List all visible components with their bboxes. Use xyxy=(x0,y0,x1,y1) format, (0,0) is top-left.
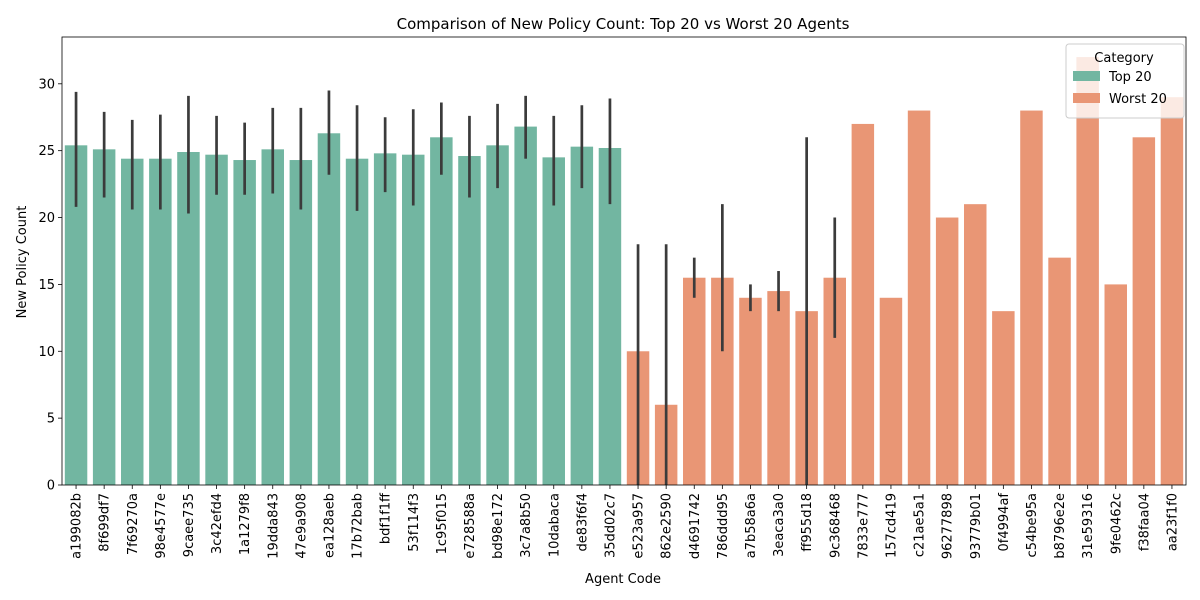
bar-bdf1f1ff xyxy=(373,153,397,486)
x-tick-label: 3c42efd4 xyxy=(210,493,225,554)
x-tick-label: 9fe0462c xyxy=(1109,493,1124,554)
bars-layer xyxy=(64,57,1184,486)
bar-d4691742 xyxy=(683,277,706,485)
x-tick-label: 9c368468 xyxy=(828,493,843,558)
bar-0f4994af xyxy=(992,311,1015,485)
bar-bd98e172 xyxy=(486,145,509,485)
x-tick-label: de83f6f4 xyxy=(575,493,590,552)
bar-c54be95a xyxy=(1020,110,1043,485)
legend: Category Top 20 Worst 20 xyxy=(1065,43,1185,119)
legend-label-worst-20: Worst 20 xyxy=(1109,92,1167,107)
x-tick-label: 1a1279f8 xyxy=(238,493,253,555)
x-tick-label: c21ae5a1 xyxy=(913,493,928,557)
y-tick-label: 10 xyxy=(38,345,55,360)
bar-aa23f1f0 xyxy=(1160,97,1184,485)
y-tick-label: 25 xyxy=(38,144,55,159)
x-tick-label: 157cd419 xyxy=(884,493,899,558)
bar-8f699df7 xyxy=(92,149,116,485)
x-tick-label: 47e9a908 xyxy=(294,493,309,559)
bar-a199082b xyxy=(64,145,88,485)
x-axis-label: Agent Code xyxy=(585,572,661,587)
legend-label-top-20: Top 20 xyxy=(1108,70,1152,85)
y-axis-label: New Policy Count xyxy=(15,206,30,319)
y-tick-label: 15 xyxy=(38,278,55,293)
bar-3eaca3a0 xyxy=(767,291,790,485)
bar-3c42efd4 xyxy=(205,154,228,485)
x-tick-label: 35dd02c7 xyxy=(603,493,618,558)
x-tick-label: 19dda843 xyxy=(266,493,281,559)
y-tick-label: 30 xyxy=(38,77,55,92)
bar-53f114f3 xyxy=(402,154,425,485)
x-tick-label: bd98e172 xyxy=(491,493,506,559)
x-tick-label: 93779b01 xyxy=(969,493,984,559)
bar-47e9a908 xyxy=(289,160,313,485)
x-tick-label: 53f114f3 xyxy=(407,493,422,552)
bar-ea128aeb xyxy=(317,133,341,485)
y-tick-label: 5 xyxy=(47,412,55,427)
chart-title: Comparison of New Policy Count: Top 20 v… xyxy=(397,15,850,33)
x-tick-label: e523a957 xyxy=(632,493,647,559)
bar-3c7a8b50 xyxy=(514,126,537,485)
plot-frame xyxy=(61,36,1187,486)
bar-7f69270a xyxy=(121,158,144,485)
x-tick-label: aa23f1f0 xyxy=(1165,493,1180,551)
bar-a7b58a6a xyxy=(739,297,762,485)
bar-de83f6f4 xyxy=(570,146,594,485)
x-tick-label: c54be95a xyxy=(1025,493,1040,557)
bar-17b72bab xyxy=(345,158,369,485)
axes-layer: a199082b 8f699df7 7f69270a 98e4577e 9caee735… xyxy=(38,36,1187,559)
bar-c21ae5a1 xyxy=(907,110,931,485)
x-tick-label: b8796e2e xyxy=(1053,493,1068,559)
bar-96277898 xyxy=(935,217,959,486)
error-bars-layer xyxy=(74,90,837,485)
y-tick-label: 20 xyxy=(38,211,55,226)
bar-9fe0462c xyxy=(1104,284,1127,485)
x-tick-label: 3c7a8b50 xyxy=(519,493,534,558)
legend-swatch-top-20 xyxy=(1073,71,1100,81)
x-tick-label: 96277898 xyxy=(941,493,956,559)
x-tick-label: 9caee735 xyxy=(182,493,197,557)
x-tick-label: d4691742 xyxy=(688,493,703,559)
x-tick-label: a199082b xyxy=(70,493,85,559)
x-tick-label: a7b58a6a xyxy=(744,493,759,558)
x-tick-label: 7f69270a xyxy=(126,493,141,555)
bar-35dd02c7 xyxy=(598,147,622,485)
bar-98e4577e xyxy=(149,158,172,485)
x-tick-label: 98e4577e xyxy=(154,493,169,559)
bar-93779b01 xyxy=(964,204,987,485)
x-tick-label: 7833e777 xyxy=(856,493,871,559)
x-tick-label: ea128aeb xyxy=(322,493,337,558)
x-tick-label: 8f699df7 xyxy=(98,493,113,552)
y-tick-label: 0 xyxy=(47,479,55,494)
x-tick-label: bdf1f1ff xyxy=(379,492,394,544)
bar-1a1279f8 xyxy=(233,160,256,485)
legend-title: Category xyxy=(1094,51,1154,66)
bar-e728588a xyxy=(458,156,481,486)
bar-b8796e2e xyxy=(1048,257,1071,485)
bar-9c368468 xyxy=(823,277,846,485)
x-tick-label: ff955d18 xyxy=(800,493,815,552)
x-tick-label: 3eaca3a0 xyxy=(772,493,787,557)
bar-1c95f015 xyxy=(430,137,453,485)
bar-19dda843 xyxy=(261,149,284,485)
x-tick-label: 786ddd95 xyxy=(716,493,731,559)
x-tick-label: e728588a xyxy=(463,493,478,559)
bar-f38faa04 xyxy=(1132,137,1156,485)
bar-10dabaca xyxy=(542,157,565,485)
legend-swatch-worst-20 xyxy=(1073,93,1100,103)
bar-31e59316 xyxy=(1076,57,1099,486)
x-tick-label: 10dabaca xyxy=(547,493,562,557)
bar-7833e777 xyxy=(851,123,875,485)
x-tick-label: 17b72bab xyxy=(351,493,366,559)
x-tick-label: 0f4994af xyxy=(997,493,1012,552)
x-tick-label: 1c95f015 xyxy=(435,493,450,554)
bar-786ddd95 xyxy=(711,277,734,485)
x-tick-label: 31e59316 xyxy=(1081,493,1096,559)
bar-157cd419 xyxy=(879,297,903,485)
x-tick-label: 862e2590 xyxy=(660,493,675,559)
bar-9caee735 xyxy=(177,152,200,485)
x-tick-label: f38faa04 xyxy=(1137,493,1152,551)
